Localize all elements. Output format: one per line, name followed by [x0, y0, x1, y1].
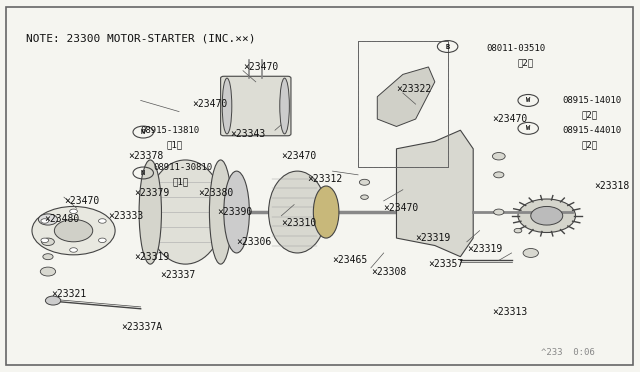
Text: ×23313: ×23313 — [492, 308, 527, 317]
Ellipse shape — [280, 78, 289, 134]
Text: ×23318: ×23318 — [595, 181, 630, 191]
Polygon shape — [396, 130, 473, 257]
Text: ×23319: ×23319 — [415, 233, 451, 243]
Circle shape — [361, 195, 369, 199]
Text: ×23322: ×23322 — [396, 84, 432, 94]
Bar — [358, 41, 447, 167]
Text: （1）: （1） — [166, 141, 182, 150]
Circle shape — [32, 206, 115, 255]
Circle shape — [493, 209, 504, 215]
Text: ×23319: ×23319 — [467, 244, 502, 254]
Text: ×23333: ×23333 — [109, 211, 144, 221]
Ellipse shape — [224, 171, 250, 253]
Text: ×23308: ×23308 — [371, 267, 406, 276]
Text: ×23337A: ×23337A — [122, 323, 163, 332]
Text: ×23390: ×23390 — [218, 207, 253, 217]
Text: ×23343: ×23343 — [230, 129, 266, 139]
Text: ×23310: ×23310 — [282, 218, 317, 228]
Text: ×23337: ×23337 — [160, 270, 195, 280]
Circle shape — [99, 219, 106, 223]
Circle shape — [43, 254, 53, 260]
Text: （2）: （2） — [518, 59, 534, 68]
Text: ×23379: ×23379 — [134, 189, 170, 198]
Text: 08915-13810: 08915-13810 — [141, 126, 200, 135]
Ellipse shape — [314, 186, 339, 238]
Circle shape — [42, 238, 54, 246]
Text: （2）: （2） — [582, 111, 598, 120]
Ellipse shape — [269, 171, 326, 253]
Text: ×23470: ×23470 — [192, 99, 227, 109]
Ellipse shape — [139, 160, 161, 264]
Circle shape — [45, 296, 61, 305]
Circle shape — [40, 267, 56, 276]
Circle shape — [531, 206, 563, 225]
Text: N: N — [141, 129, 145, 135]
Text: （2）: （2） — [582, 141, 598, 150]
Text: ×23470: ×23470 — [64, 196, 99, 206]
Text: B: B — [445, 44, 450, 49]
Text: 08915-14010: 08915-14010 — [563, 96, 622, 105]
Circle shape — [514, 228, 522, 233]
Text: ×23306: ×23306 — [237, 237, 272, 247]
Text: ^233  0:06: ^233 0:06 — [541, 348, 595, 357]
Text: NOTE: 23300 MOTOR-STARTER (INC.××): NOTE: 23300 MOTOR-STARTER (INC.××) — [26, 33, 255, 44]
Circle shape — [523, 248, 538, 257]
Text: 08911-30810: 08911-30810 — [154, 163, 212, 172]
Text: W: W — [526, 97, 531, 103]
Circle shape — [70, 248, 77, 252]
Circle shape — [360, 179, 370, 185]
Text: ×23319: ×23319 — [134, 252, 170, 262]
Circle shape — [492, 153, 505, 160]
Polygon shape — [378, 67, 435, 126]
Circle shape — [70, 209, 77, 214]
Text: W: W — [526, 125, 531, 131]
Circle shape — [493, 172, 504, 178]
Circle shape — [54, 219, 93, 242]
FancyBboxPatch shape — [221, 76, 291, 136]
Circle shape — [99, 238, 106, 243]
Circle shape — [38, 214, 58, 225]
Text: 08915-44010: 08915-44010 — [563, 126, 622, 135]
Text: 08011-03510: 08011-03510 — [486, 44, 545, 53]
Text: ×23321: ×23321 — [51, 289, 86, 299]
Text: （1）: （1） — [173, 178, 189, 187]
Circle shape — [41, 219, 49, 223]
Text: ×23312: ×23312 — [307, 174, 342, 183]
Text: ×23357: ×23357 — [428, 259, 464, 269]
Ellipse shape — [209, 160, 232, 264]
Text: ×23465: ×23465 — [333, 256, 368, 265]
Text: ×23378: ×23378 — [128, 151, 163, 161]
Text: ×23480: ×23480 — [45, 215, 80, 224]
Circle shape — [41, 238, 49, 243]
Text: N: N — [141, 170, 145, 176]
Ellipse shape — [222, 78, 232, 134]
Text: ×23470: ×23470 — [282, 151, 317, 161]
Text: ×23470: ×23470 — [384, 203, 419, 213]
Circle shape — [518, 199, 575, 232]
Ellipse shape — [147, 160, 224, 264]
Text: ×23380: ×23380 — [198, 189, 234, 198]
Text: ×23470: ×23470 — [243, 62, 278, 72]
Bar — [358, 41, 447, 167]
Text: ×23470: ×23470 — [492, 114, 527, 124]
